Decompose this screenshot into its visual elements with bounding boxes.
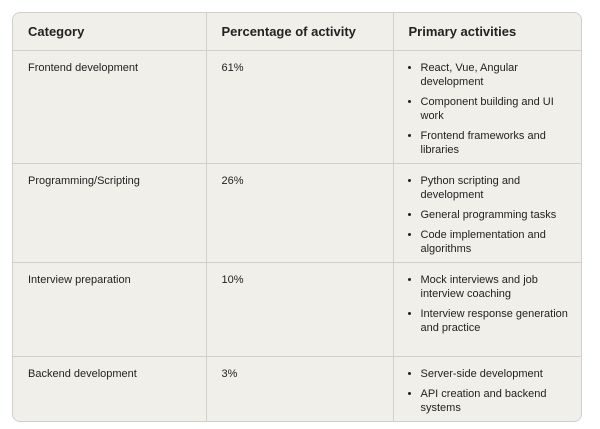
table: Category Percentage of activity Primary ac…	[13, 13, 581, 422]
activities-cell: Mock interviews and job interview coachi…	[393, 262, 581, 357]
header-row: Category Percentage of activity Primary ac…	[13, 13, 581, 51]
activity-item: Python scripting and development	[421, 174, 570, 202]
activity-item: Mock interviews and job interview coachi…	[421, 273, 570, 301]
header-cell: Primary activities	[393, 13, 581, 51]
table-head: Category Percentage of activity Primary ac…	[13, 13, 581, 51]
activities-cell: React, Vue, Angular development Component…	[393, 50, 581, 164]
percentage-cell: 10%	[206, 262, 394, 357]
activity-item: Interview response generation and practi…	[421, 307, 570, 335]
percentage-cell: 26%	[206, 163, 394, 263]
activity-item: Frontend frameworks and libraries	[421, 129, 570, 157]
percentage-cell: 61%	[206, 50, 394, 164]
category-cell: Interview preparation	[13, 262, 207, 357]
table-container: Category Percentage of activity Primary ac…	[12, 12, 582, 422]
header-cell: Category	[13, 13, 207, 51]
category-cell: Programming/Scripting	[13, 163, 207, 263]
percentage-cell: 3%	[206, 356, 394, 421]
activity-item: Code implementation and algorithms	[421, 228, 570, 256]
header-cell: Percentage of activity	[206, 13, 394, 51]
activities-cell: Python scripting and development General …	[393, 163, 581, 263]
activity-list: React, Vue, Angular development Component…	[409, 61, 570, 157]
activity-list: Server-side development API creation and …	[409, 367, 570, 415]
activity-item: Server-side development	[421, 367, 570, 381]
activity-item: React, Vue, Angular development	[421, 61, 570, 89]
category-cell: Frontend development	[13, 50, 207, 164]
category-cell: Backend development	[13, 356, 207, 421]
activity-item: General programming tasks	[421, 208, 570, 222]
activity-list: Python scripting and development General …	[409, 174, 570, 256]
activities-cell: Server-side development API creation and …	[393, 357, 581, 422]
activity-item: API creation and backend systems	[421, 387, 570, 415]
activity-item: Component building and UI work	[421, 95, 570, 123]
activity-list: Mock interviews and job interview coachi…	[409, 273, 570, 335]
